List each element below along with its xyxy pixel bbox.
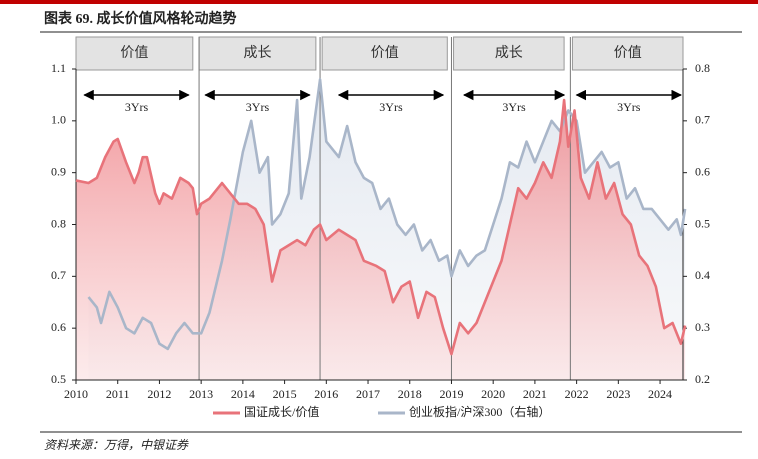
span-label: 3Yrs — [246, 100, 270, 114]
legend-label: 创业板指/沪深300（右轴） — [409, 404, 550, 419]
regime-box — [571, 36, 684, 71]
y2-tick-label: 0.8 — [695, 61, 710, 75]
span-label: 3Yrs — [125, 100, 149, 114]
x-tick-label: 2019 — [439, 387, 463, 401]
x-tick-label: 2016 — [314, 387, 338, 401]
span-label: 3Yrs — [617, 100, 641, 114]
x-tick-label: 2020 — [481, 387, 505, 401]
regime-label: 价值 — [614, 45, 642, 61]
x-tick-label: 2010 — [64, 387, 88, 401]
y-tick-label: 0.6 — [51, 320, 66, 334]
y2-tick-label: 0.7 — [695, 113, 710, 127]
x-tick-label: 2015 — [273, 387, 297, 401]
x-tick-label: 2018 — [398, 387, 422, 401]
y-tick-label: 0.9 — [51, 164, 66, 178]
legend-label: 国证成长/价值 — [244, 404, 319, 419]
y2-tick-label: 0.2 — [695, 372, 710, 386]
x-tick-label: 2017 — [356, 387, 380, 401]
y-tick-label: 0.7 — [51, 268, 66, 282]
regime-box — [321, 36, 448, 71]
source: 资料来源：万得，中银证券 — [44, 438, 189, 452]
x-tick-label: 2024 — [648, 387, 672, 401]
y-tick-label: 0.5 — [51, 372, 66, 386]
regime-box — [75, 36, 194, 71]
x-tick-label: 2022 — [565, 387, 589, 401]
x-tick-label: 2023 — [606, 387, 630, 401]
top-bar — [0, 0, 758, 4]
span-label: 3Yrs — [502, 100, 526, 114]
area-fill — [76, 100, 686, 380]
y-tick-label: 1.0 — [51, 113, 66, 127]
regime-label: 价值 — [371, 45, 399, 61]
x-tick-label: 2011 — [106, 387, 130, 401]
series-line — [87, 78, 687, 351]
y2-tick-label: 0.3 — [695, 320, 710, 334]
regime-label: 价值 — [120, 45, 148, 61]
chart-title: 图表 69. 成长价值风格轮动趋势 — [44, 10, 237, 27]
x-tick-label: 2021 — [523, 387, 547, 401]
y-tick-label: 0.8 — [51, 216, 66, 230]
x-tick-label: 2014 — [231, 387, 255, 401]
regime-label: 成长 — [495, 45, 523, 61]
y2-tick-label: 0.4 — [695, 268, 710, 282]
x-tick-label: 2013 — [189, 387, 213, 401]
regime-box — [453, 36, 565, 71]
regime-label: 成长 — [243, 45, 271, 61]
y2-tick-label: 0.6 — [695, 164, 710, 178]
span-label: 3Yrs — [379, 100, 403, 114]
x-tick-label: 2012 — [147, 387, 171, 401]
series-line — [75, 98, 687, 356]
y2-tick-label: 0.5 — [695, 216, 710, 230]
y-tick-label: 1.1 — [51, 61, 66, 75]
